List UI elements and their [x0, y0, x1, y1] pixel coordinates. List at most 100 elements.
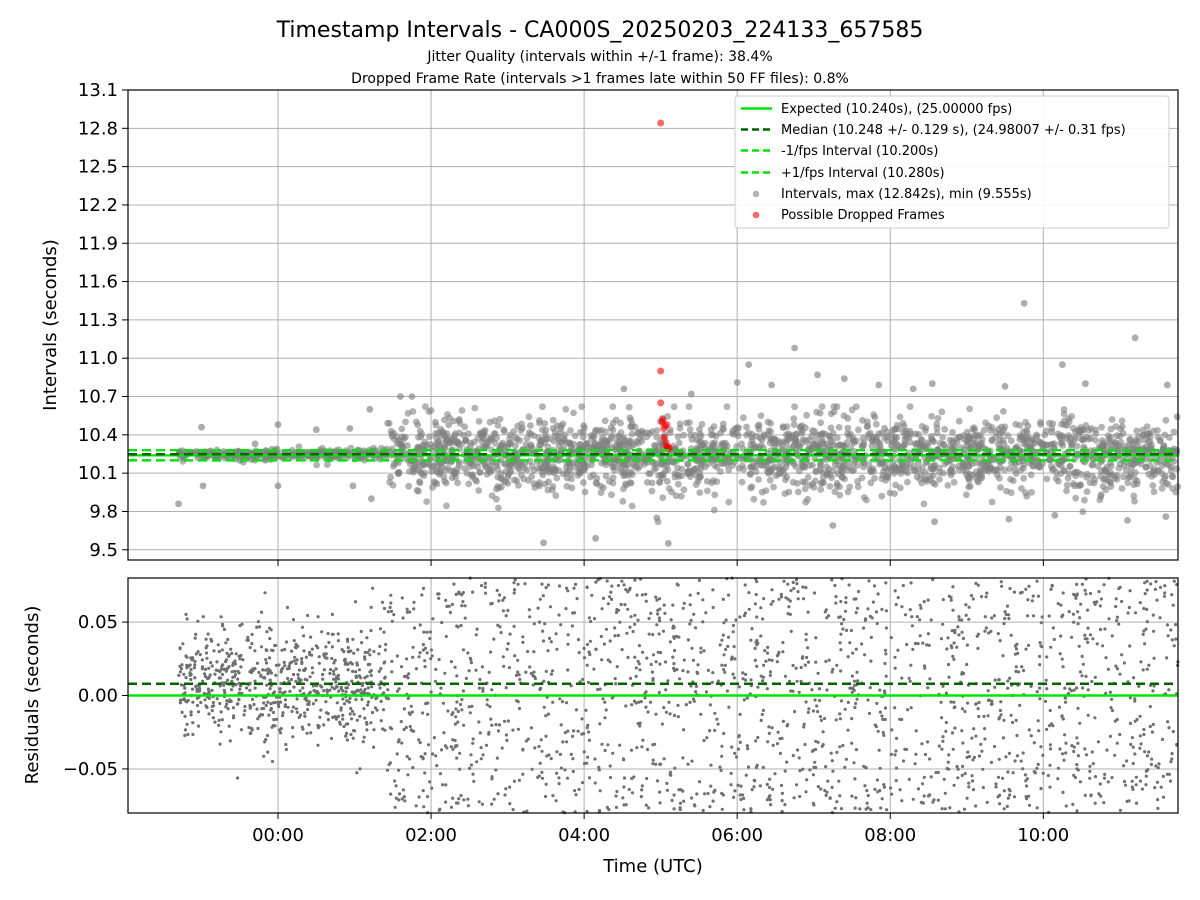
residual-point — [983, 727, 987, 731]
residual-point — [1044, 678, 1048, 682]
residual-point — [985, 800, 989, 805]
residual-point — [1169, 760, 1173, 764]
residual-point — [1108, 690, 1112, 694]
residual-point — [884, 626, 889, 630]
residual-point — [798, 794, 802, 799]
residual-point — [601, 697, 605, 701]
residual-point — [286, 676, 290, 681]
residual-point — [964, 603, 968, 607]
residual-point — [517, 673, 521, 677]
residual-point — [460, 708, 464, 712]
residual-point — [816, 671, 820, 675]
residual-point — [600, 658, 604, 662]
residual-point — [444, 598, 448, 602]
residual-point — [903, 747, 907, 751]
residual-point — [185, 722, 189, 726]
residual-point — [394, 784, 398, 788]
residual-point — [1091, 762, 1095, 766]
residual-point — [178, 701, 182, 705]
interval-point — [555, 467, 563, 474]
residual-point — [906, 708, 910, 712]
residual-point — [1006, 686, 1010, 690]
interval-point — [1150, 427, 1157, 435]
interval-point — [465, 430, 472, 437]
interval-point — [402, 418, 409, 426]
residual-point — [967, 781, 971, 785]
residual-point — [268, 678, 272, 682]
residual-point — [529, 726, 534, 730]
interval-point — [323, 461, 331, 468]
interval-point — [988, 498, 996, 506]
interval-point — [648, 479, 656, 487]
interval-point — [528, 473, 536, 480]
interval-point — [631, 423, 639, 431]
interval-point — [628, 502, 636, 510]
residual-point — [478, 731, 482, 735]
residual-point — [378, 627, 383, 631]
residual-point — [430, 654, 434, 658]
residual-point — [584, 708, 588, 712]
interval-point — [512, 442, 519, 450]
residual-point — [554, 799, 558, 803]
residual-point — [264, 661, 269, 665]
residual-point — [180, 710, 184, 715]
residual-point — [1026, 598, 1030, 602]
residual-point — [778, 751, 783, 756]
interval-point — [620, 459, 627, 467]
interval-point — [771, 442, 778, 450]
interval-point — [980, 426, 988, 434]
residual-point — [649, 611, 653, 616]
residual-point — [984, 626, 988, 630]
residual-point — [682, 728, 686, 732]
residual-point — [278, 731, 283, 735]
interval-point — [1012, 461, 1019, 468]
interval-point — [717, 442, 725, 450]
residual-point — [949, 700, 953, 704]
interval-point — [897, 470, 905, 477]
interval-point — [819, 429, 827, 437]
residual-point — [1023, 773, 1027, 777]
interval-point — [757, 412, 765, 419]
residual-point — [237, 671, 241, 675]
residual-point — [406, 676, 410, 680]
interval-point — [1131, 497, 1138, 505]
residual-point — [438, 772, 442, 776]
interval-point — [495, 504, 502, 512]
interval-point — [836, 491, 844, 499]
residual-point — [389, 601, 393, 605]
residual-point — [582, 761, 587, 766]
residual-point — [287, 666, 291, 671]
interval-point — [570, 409, 577, 417]
residual-point — [622, 758, 626, 762]
residual-point — [1098, 604, 1102, 608]
residual-point — [1020, 665, 1024, 669]
residual-point — [308, 650, 312, 654]
residual-point — [481, 689, 485, 693]
residual-point — [613, 677, 617, 681]
residual-point — [322, 668, 326, 672]
residual-point — [262, 706, 266, 711]
residual-point — [267, 626, 272, 630]
residual-point — [570, 624, 575, 628]
residual-point — [390, 619, 394, 623]
residual-point — [1050, 583, 1054, 588]
residual-point — [1021, 751, 1025, 755]
residual-point — [755, 664, 759, 668]
residual-point — [293, 655, 297, 659]
residual-point — [501, 609, 505, 613]
residual-point — [655, 598, 659, 602]
interval-point — [607, 432, 615, 440]
residual-point — [354, 675, 358, 680]
residual-point — [943, 791, 947, 795]
residual-point — [1143, 642, 1147, 646]
residual-point — [365, 636, 369, 640]
residual-point — [1012, 795, 1017, 799]
residual-point — [537, 744, 541, 749]
residual-point — [999, 700, 1003, 704]
residual-point — [901, 759, 906, 763]
interval-point — [893, 464, 900, 472]
residual-point — [386, 610, 390, 614]
interval-point — [920, 500, 928, 508]
interval-point — [696, 426, 703, 433]
residual-point — [1132, 676, 1136, 680]
